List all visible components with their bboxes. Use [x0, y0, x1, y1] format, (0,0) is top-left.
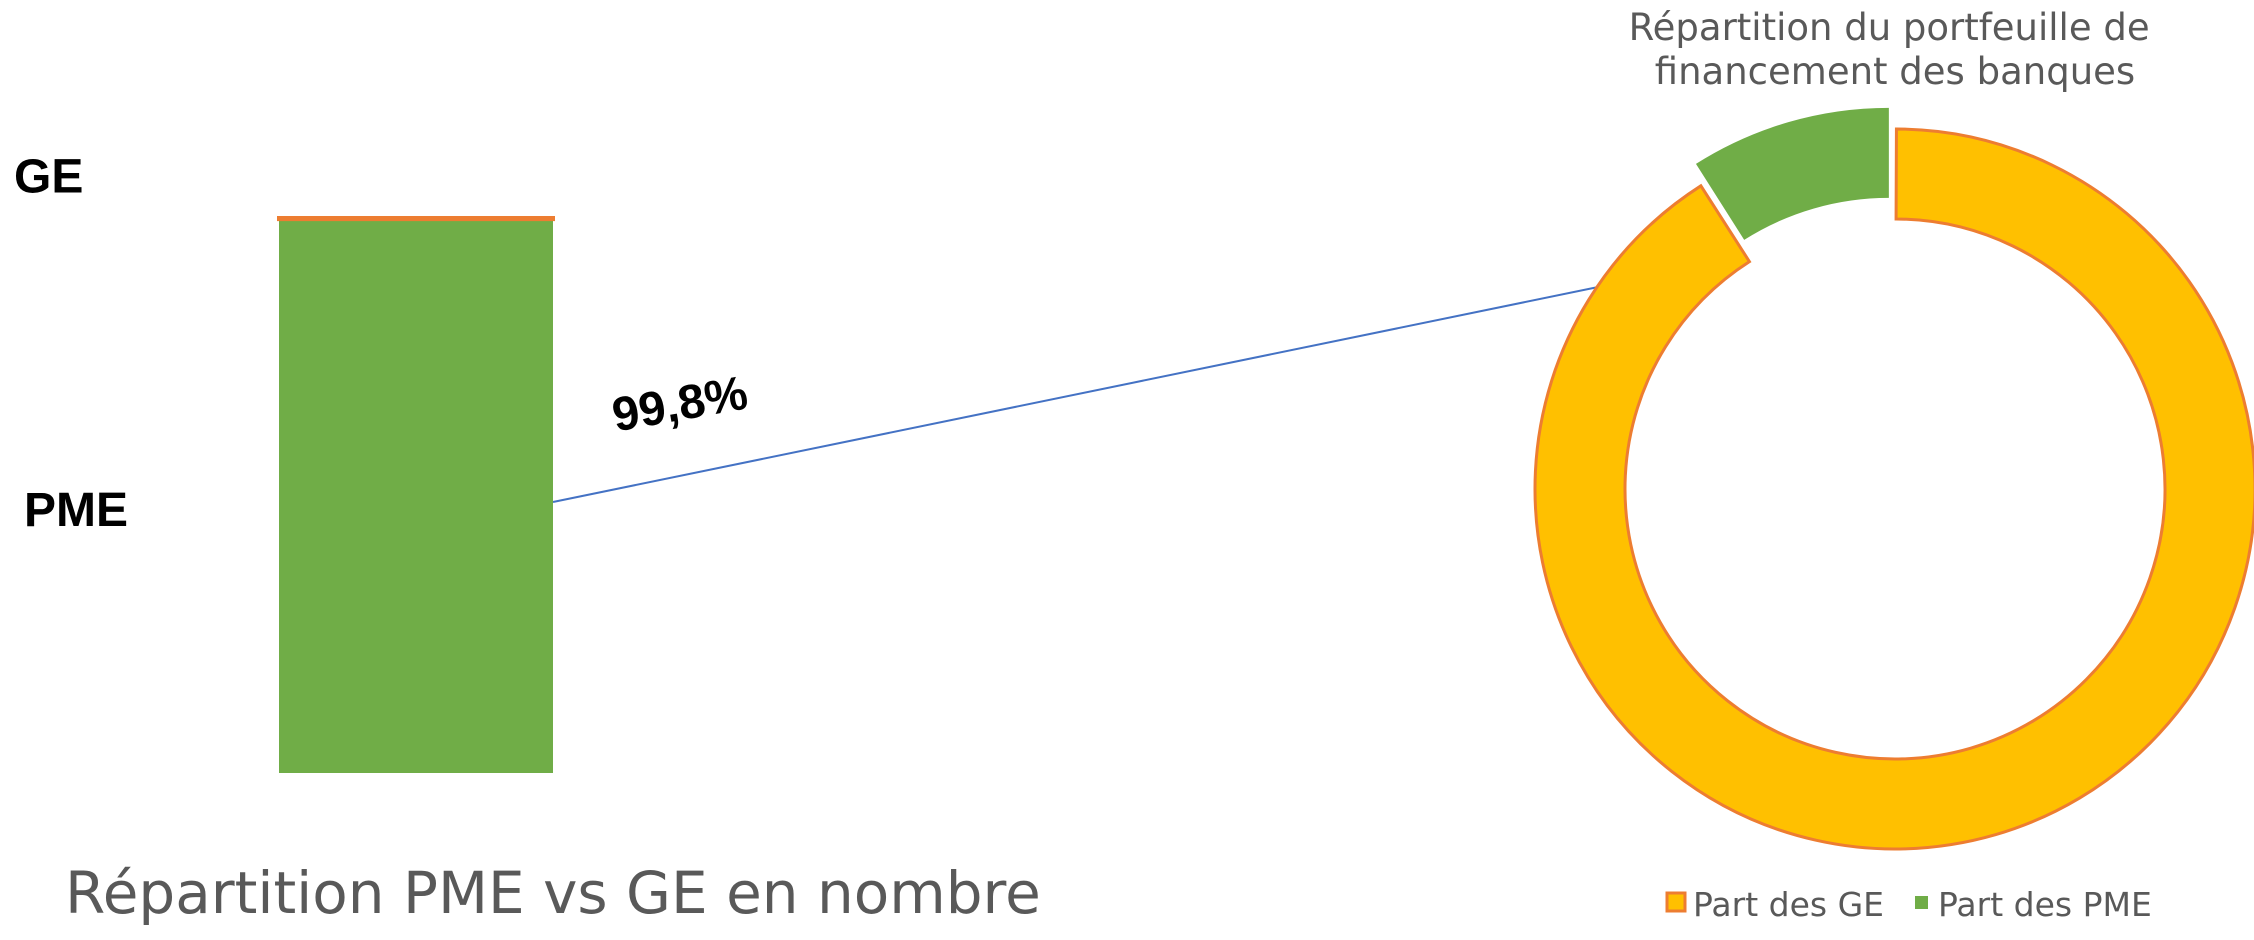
bar-chart-title: Répartition PME vs GE en nombre [65, 859, 1041, 927]
series-label: PME [24, 484, 128, 537]
donut-segment [1533, 127, 2254, 851]
value-label: 99,8% [608, 367, 751, 443]
arrow [552, 258, 1717, 503]
bar-segment [279, 219, 553, 774]
legend-swatch [1915, 896, 1928, 909]
series-label: GE [14, 151, 83, 204]
legend-label: Part des PME [1938, 885, 2152, 924]
bar-segment [277, 216, 555, 222]
donut-segment [1695, 107, 1889, 240]
legend-swatch [1665, 891, 1687, 913]
donut-title: Répartition du portfeuille de financemen… [1629, 6, 2162, 93]
legend-label: Part des GE [1693, 885, 1884, 924]
